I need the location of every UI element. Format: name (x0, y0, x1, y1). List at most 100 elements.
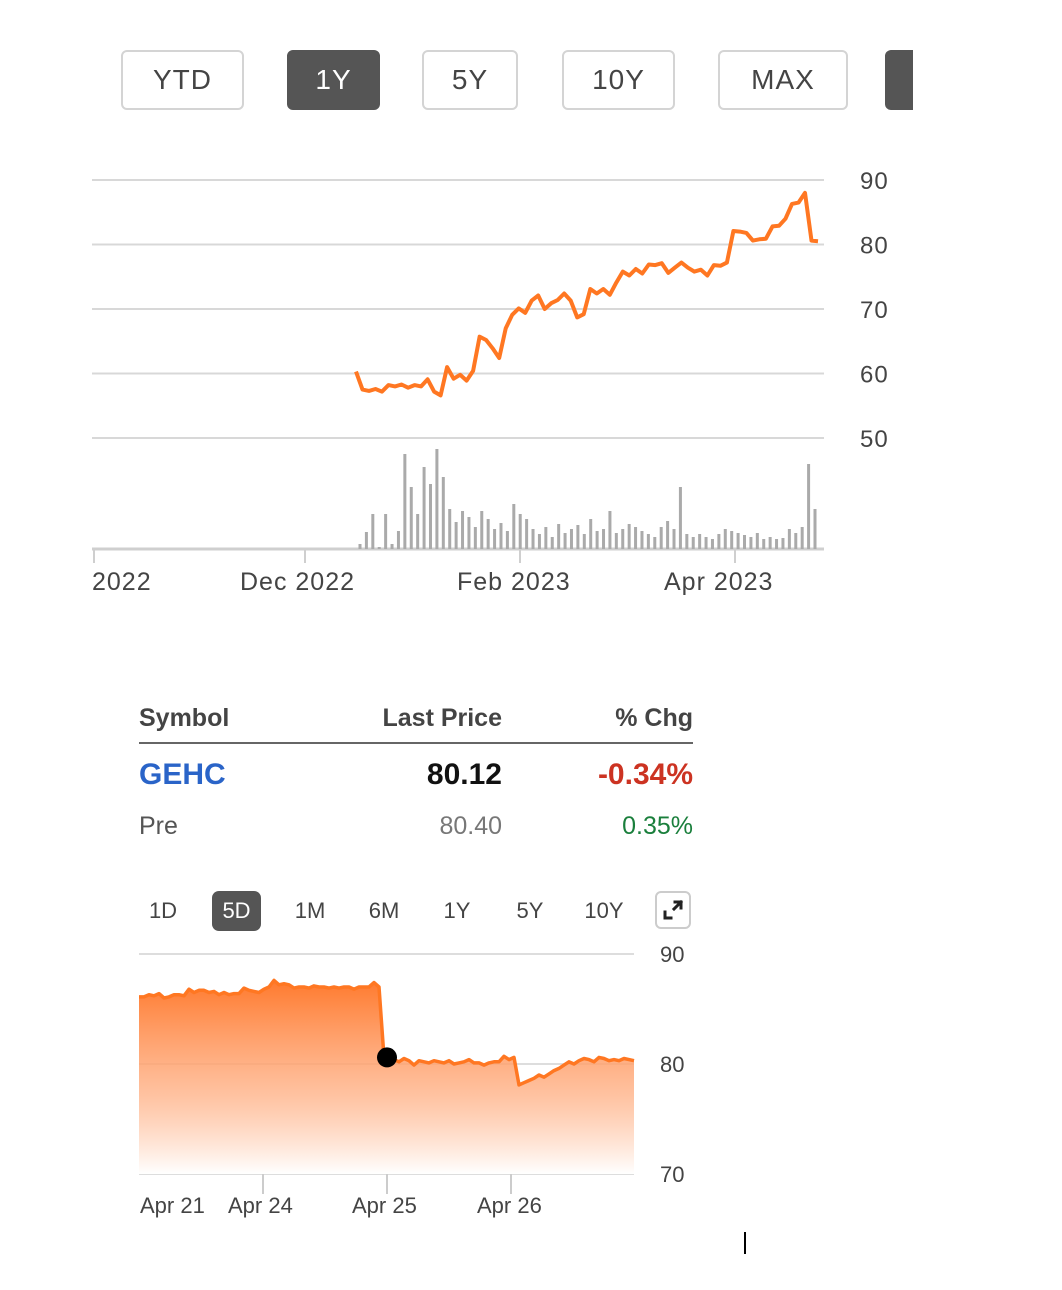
text-cursor (744, 1232, 746, 1254)
volume-bar (749, 537, 753, 549)
volume-bar (595, 531, 599, 549)
marker-dot (377, 1047, 397, 1068)
volume-bar (698, 534, 702, 549)
y-tick-label: 60 (860, 362, 889, 389)
volume-bar (480, 511, 484, 549)
range-button-1y[interactable]: 1Y (287, 50, 380, 110)
volume-bar (486, 519, 490, 549)
volume-bar (544, 527, 548, 549)
volume-bar (775, 539, 779, 549)
volume-bar (409, 487, 413, 549)
volume-bar (691, 537, 695, 549)
range-button-custom[interactable] (885, 50, 913, 110)
expand-button[interactable] (655, 891, 691, 929)
tab-1y[interactable]: 1Y (443, 898, 471, 923)
volume-bar (736, 533, 740, 549)
header-divider (139, 742, 693, 744)
tab-5d[interactable]: 5D (212, 891, 261, 931)
tab-10y[interactable]: 10Y (584, 898, 624, 923)
x-tick-label: Dec 2022 (240, 568, 355, 596)
volume-bar (473, 527, 477, 549)
volume-bar (634, 527, 638, 549)
volume-bar (384, 514, 388, 549)
tab-6m[interactable]: 6M (368, 898, 400, 923)
price-chart-1y: 90 80 70 60 50 2022 Dec 2022 Feb 2023 Apr 2023 (92, 168, 889, 596)
volume-bar (512, 504, 516, 549)
pre-market-price: 80.40 (439, 812, 502, 840)
area-fill (139, 980, 634, 1174)
volume-bar (589, 519, 593, 549)
volume-bar (646, 534, 650, 549)
volume-bar (371, 514, 375, 549)
range-button-10y[interactable]: 10Y (562, 50, 675, 110)
volume-bar (569, 529, 573, 549)
x-tick-label: Apr 24 (228, 1193, 293, 1218)
volume-bar (441, 477, 445, 549)
pre-market-change: 0.35% (622, 812, 693, 840)
symbol-header: Symbol (139, 704, 230, 732)
volume-bar (403, 454, 407, 549)
symbol-link[interactable]: GEHC (139, 758, 226, 791)
volume-bar (678, 487, 682, 549)
tab-1m[interactable]: 1M (294, 898, 326, 923)
price-chart-5d: 90 80 70 Apr 21 Apr 24 Apr 25 Apr 26 (139, 942, 684, 1218)
expand-icon (663, 899, 684, 920)
x-tick-label: Apr 26 (477, 1193, 542, 1218)
volume-bar (743, 535, 747, 549)
volume-bar (461, 511, 465, 549)
volume-bar (723, 529, 727, 549)
volume-bar (505, 531, 509, 549)
range-button-ytd[interactable]: YTD (121, 50, 244, 110)
volume-bar (364, 532, 368, 549)
x-tick-label: 2022 (92, 568, 152, 596)
range-button-max[interactable]: MAX (718, 50, 848, 110)
volume-bar (428, 484, 432, 549)
last-price-header: Last Price (382, 704, 502, 732)
y-tick-label: 50 (860, 426, 889, 453)
volume-bar (435, 449, 439, 549)
y-tick-label: 90 (660, 942, 684, 967)
volume-bar (762, 539, 766, 549)
y-tick-label: 80 (660, 1052, 684, 1077)
volume-bar (531, 529, 535, 549)
volume-bar (704, 537, 708, 549)
x-tick-label: Feb 2023 (457, 568, 571, 596)
tab-5y[interactable]: 5Y (516, 898, 544, 923)
range-button-5y[interactable]: 5Y (422, 50, 518, 110)
volume-bar (813, 509, 817, 549)
volume-bar (627, 524, 631, 549)
volume-bar (800, 527, 804, 549)
last-price: 80.12 (426, 758, 502, 791)
price-line (354, 190, 819, 398)
volume-bar (499, 523, 503, 549)
y-tick-label: 70 (860, 297, 889, 324)
pct-chg-header: % Chg (615, 704, 693, 732)
volume-bar (576, 525, 580, 549)
volume-bar (537, 534, 541, 549)
volume-bar (416, 514, 420, 549)
y-tick-label: 70 (660, 1162, 684, 1187)
tab-1d[interactable]: 1D (148, 898, 178, 923)
volume-bar (653, 537, 657, 549)
x-tick-label: Apr 21 (140, 1193, 205, 1218)
volume-bar (448, 509, 452, 549)
volume-bar (685, 534, 689, 549)
volume-bar (794, 533, 798, 549)
volume-bar (582, 534, 586, 549)
volume-bar (666, 521, 670, 549)
volume-bar (755, 533, 759, 549)
volume-bar (358, 544, 362, 549)
volume-bar (807, 464, 811, 549)
volume-bar (621, 529, 625, 549)
volume-bar (467, 517, 471, 549)
volume-bar (557, 524, 561, 549)
volume-bar (659, 527, 663, 549)
x-tick-label: Apr 25 (352, 1193, 417, 1218)
volume-bar (390, 544, 394, 549)
volume-bar (608, 511, 612, 549)
x-tick-label: Apr 2023 (664, 568, 773, 596)
pre-market-label: Pre (139, 812, 178, 840)
volume-bar (768, 537, 772, 549)
volume-bar (730, 531, 734, 549)
pct-change: -0.34% (597, 758, 693, 791)
